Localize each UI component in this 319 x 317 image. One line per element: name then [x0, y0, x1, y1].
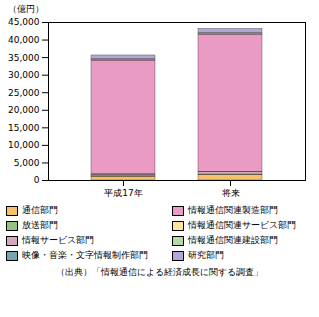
html-text:情報通信関連製造部門: 情報通信関連製造部門	[187, 205, 278, 215]
html-text:情報通信関連建設部門: 情報通信関連建設部門	[187, 235, 278, 245]
html-text:（出典）「情報通信による経済成長に関する調査」: （出典）「情報通信による経済成長に関する調査」	[56, 267, 263, 277]
html-text:放送部門: 放送部門	[22, 220, 58, 230]
html-text:情報サービス部門: 情報サービス部門	[22, 235, 94, 245]
svg-text:平成17年: 平成17年	[104, 188, 142, 198]
svg-text:20,000: 20,000	[8, 105, 40, 115]
svg-text:30,000: 30,000	[8, 70, 40, 80]
svg-text:0: 0	[34, 175, 40, 185]
svg-text:（億円）: （億円）	[8, 4, 44, 14]
svg-text:45,000: 45,000	[8, 17, 40, 27]
svg-text:10,000: 10,000	[8, 140, 40, 150]
svg-text:15,000: 15,000	[8, 123, 40, 133]
html-text:研究部門: 研究部門	[187, 250, 224, 260]
svg-text:40,000: 40,000	[8, 35, 40, 45]
svg-text:35,000: 35,000	[8, 52, 40, 62]
svg-text:25,000: 25,000	[8, 88, 40, 98]
html-text:通信部門: 通信部門	[22, 205, 58, 215]
html-text:映像・音楽・文字情報制作部門: 映像・音楽・文字情報制作部門	[22, 250, 148, 260]
svg-text:5,000: 5,000	[14, 158, 40, 168]
html-text:情報通信関連サービス部門: 情報通信関連サービス部門	[187, 220, 296, 230]
svg-text:将来: 将来	[221, 188, 240, 198]
